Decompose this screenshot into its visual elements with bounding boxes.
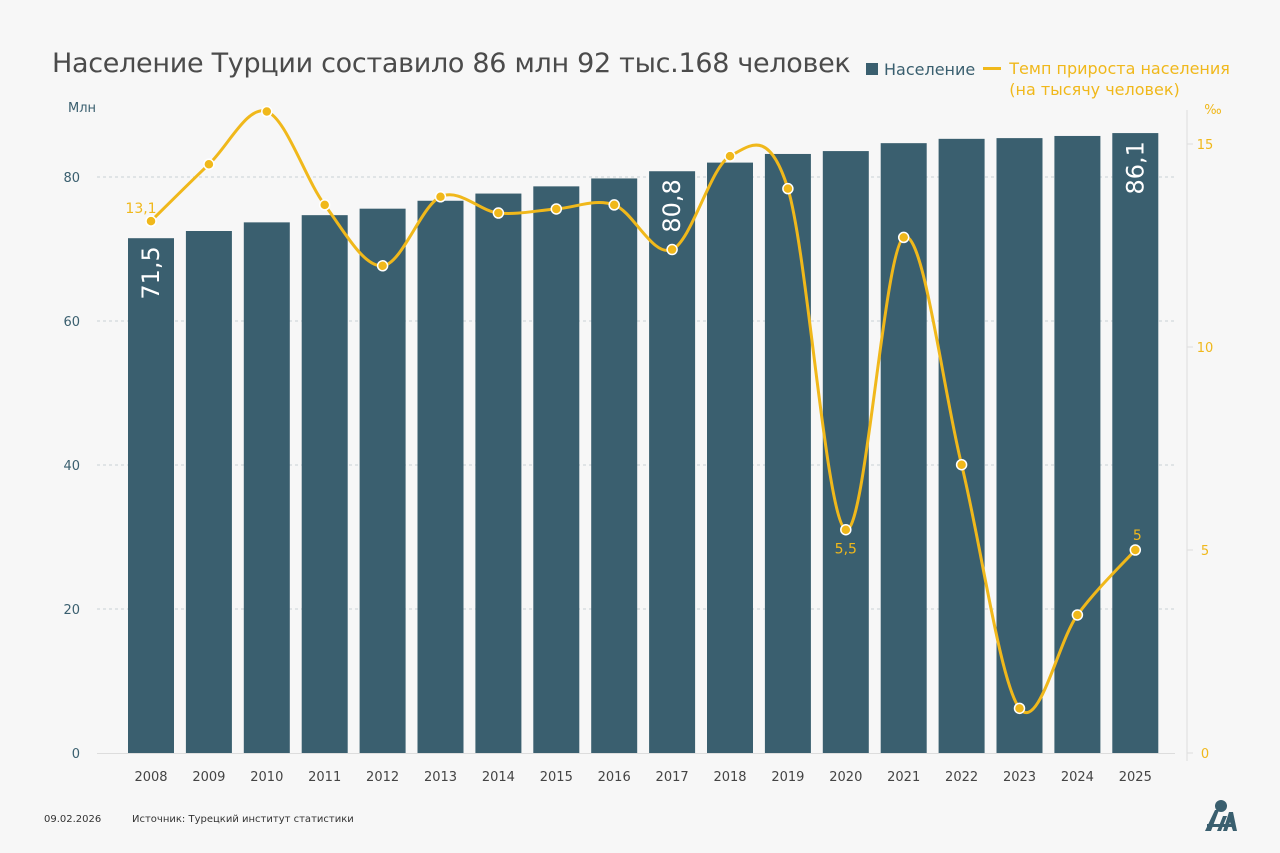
legend-rate-line2: (на тысячу человек) xyxy=(1009,80,1180,99)
bar-2014 xyxy=(475,193,522,753)
x-tick-label: 2023 xyxy=(1003,770,1036,785)
bar-2010 xyxy=(243,222,290,754)
bar-2021 xyxy=(880,143,927,753)
right-tick-label: 0 xyxy=(1201,747,1209,762)
aa-logo xyxy=(1205,800,1237,831)
rate-point-2011 xyxy=(318,199,331,211)
x-tick-label: 2010 xyxy=(250,770,283,785)
bar-2018 xyxy=(707,162,753,754)
legend: Население Темп прироста населения (на тыся… xyxy=(866,58,1230,100)
rate-point-2019 xyxy=(782,182,794,195)
legend-rate: Темп прироста населения (на тысячу челове… xyxy=(1009,58,1230,100)
rate-point-2024 xyxy=(1071,609,1084,621)
rate-point-2020 xyxy=(840,523,852,536)
rate-point-2015 xyxy=(550,203,563,215)
legend-swatch-rate xyxy=(983,67,1002,70)
bar-2011 xyxy=(301,215,348,753)
x-tick-label: 2012 xyxy=(366,770,399,785)
rate-data-label: 5 xyxy=(1133,528,1142,544)
rate-point-2013 xyxy=(434,191,447,203)
rate-point-2009 xyxy=(203,158,215,171)
rate-point-2025 xyxy=(1129,544,1142,556)
rate-line xyxy=(149,109,1137,714)
chart-title: Население Турции составило 86 млн 92 тыс… xyxy=(52,48,851,79)
bar-2017 xyxy=(649,171,696,754)
bar-2016 xyxy=(591,178,638,753)
x-tick-label: 2013 xyxy=(424,770,457,785)
rate-point-2017 xyxy=(666,243,678,256)
rate-point-2010 xyxy=(261,105,273,118)
right-tick-label: 10 xyxy=(1197,341,1214,356)
right-axis-label: ‰ xyxy=(1204,103,1221,118)
footer-source: Источник: Турецкий институт статистики xyxy=(132,814,354,825)
x-tick-label: 2020 xyxy=(829,770,862,785)
legend-population: Население xyxy=(884,60,976,79)
bar-2024 xyxy=(1054,135,1101,753)
footer-date: 09.02.2026 xyxy=(44,814,102,825)
bar-2020 xyxy=(822,151,869,753)
x-tick-label: 2017 xyxy=(656,770,689,785)
x-tick-label: 2025 xyxy=(1119,770,1152,785)
rate-data-label: 13,1 xyxy=(125,201,156,217)
right-tick-label: 15 xyxy=(1197,138,1214,153)
left-axis-label: Млн xyxy=(68,101,96,116)
rate-point-2021 xyxy=(897,231,910,244)
rate-point-2014 xyxy=(492,207,505,219)
rate-data-label: 5,5 xyxy=(835,542,857,558)
bar-2015 xyxy=(533,186,580,754)
left-tick-label: 80 xyxy=(63,171,80,186)
legend-rate-line1: Темп прироста населения xyxy=(1009,59,1230,78)
left-tick-label: 20 xyxy=(63,603,80,618)
rate-point-2022 xyxy=(955,458,968,471)
x-tick-label: 2008 xyxy=(134,770,167,785)
bar-2013 xyxy=(417,200,464,753)
x-tick-label: 2022 xyxy=(945,770,978,785)
x-tick-label: 2024 xyxy=(1061,770,1094,785)
left-tick-label: 60 xyxy=(63,315,80,330)
bar-2023 xyxy=(996,138,1043,753)
left-tick-label: 40 xyxy=(63,459,80,474)
x-tick-label: 2009 xyxy=(192,770,225,785)
x-tick-label: 2021 xyxy=(887,770,920,785)
rate-point-2016 xyxy=(608,199,620,211)
rate-point-2023 xyxy=(1013,702,1026,715)
rate-point-2018 xyxy=(724,150,736,162)
rate-point-2008 xyxy=(145,215,157,227)
x-tick-label: 2011 xyxy=(308,770,341,785)
bar-2019 xyxy=(764,153,811,753)
x-tick-label: 2015 xyxy=(540,770,573,785)
bar-2025 xyxy=(1112,133,1159,753)
bar-data-label: 86,1 xyxy=(1121,141,1149,194)
bar-2009 xyxy=(185,231,232,753)
bar-data-label: 71,5 xyxy=(137,246,165,299)
bar-data-label: 80,8 xyxy=(658,179,686,232)
bar-2022 xyxy=(938,138,985,754)
x-tick-label: 2016 xyxy=(598,770,631,785)
left-tick-label: 0 xyxy=(72,747,80,762)
bar-2012 xyxy=(359,208,406,753)
x-tick-label: 2014 xyxy=(482,770,515,785)
x-tick-label: 2019 xyxy=(771,770,804,785)
legend-swatch-population xyxy=(866,63,878,75)
bar-2008 xyxy=(128,238,174,753)
rate-point-2012 xyxy=(376,260,389,272)
x-tick-label: 2018 xyxy=(713,770,746,785)
right-tick-label: 5 xyxy=(1201,544,1209,559)
